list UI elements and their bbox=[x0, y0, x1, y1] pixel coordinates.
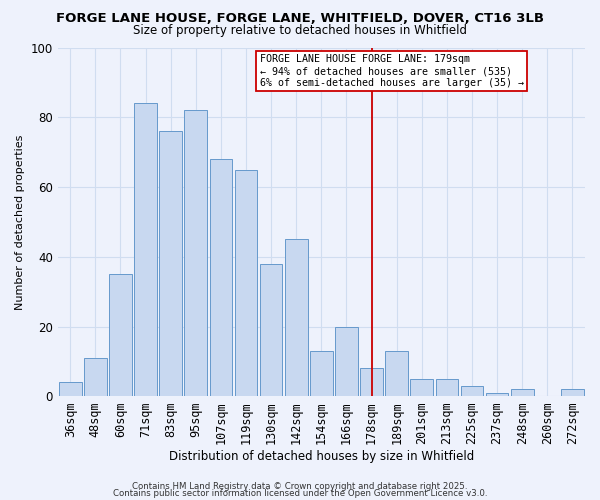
Bar bbox=[109, 274, 132, 396]
Bar bbox=[410, 379, 433, 396]
X-axis label: Distribution of detached houses by size in Whitfield: Distribution of detached houses by size … bbox=[169, 450, 474, 462]
Bar bbox=[84, 358, 107, 397]
Bar bbox=[134, 104, 157, 397]
Bar bbox=[385, 351, 408, 397]
Bar bbox=[160, 131, 182, 396]
Bar bbox=[59, 382, 82, 396]
Bar bbox=[486, 393, 508, 396]
Text: FORGE LANE HOUSE FORGE LANE: 179sqm
← 94% of detached houses are smaller (535)
6: FORGE LANE HOUSE FORGE LANE: 179sqm ← 94… bbox=[260, 54, 524, 88]
Bar bbox=[235, 170, 257, 396]
Text: FORGE LANE HOUSE, FORGE LANE, WHITFIELD, DOVER, CT16 3LB: FORGE LANE HOUSE, FORGE LANE, WHITFIELD,… bbox=[56, 12, 544, 26]
Text: Contains HM Land Registry data © Crown copyright and database right 2025.: Contains HM Land Registry data © Crown c… bbox=[132, 482, 468, 491]
Bar bbox=[360, 368, 383, 396]
Bar bbox=[285, 240, 308, 396]
Bar bbox=[511, 390, 533, 396]
Bar bbox=[461, 386, 484, 396]
Bar bbox=[436, 379, 458, 396]
Bar bbox=[310, 351, 332, 397]
Bar bbox=[209, 159, 232, 396]
Y-axis label: Number of detached properties: Number of detached properties bbox=[15, 134, 25, 310]
Bar bbox=[184, 110, 207, 397]
Bar bbox=[260, 264, 283, 396]
Text: Size of property relative to detached houses in Whitfield: Size of property relative to detached ho… bbox=[133, 24, 467, 37]
Bar bbox=[561, 390, 584, 396]
Bar bbox=[335, 326, 358, 396]
Text: Contains public sector information licensed under the Open Government Licence v3: Contains public sector information licen… bbox=[113, 490, 487, 498]
